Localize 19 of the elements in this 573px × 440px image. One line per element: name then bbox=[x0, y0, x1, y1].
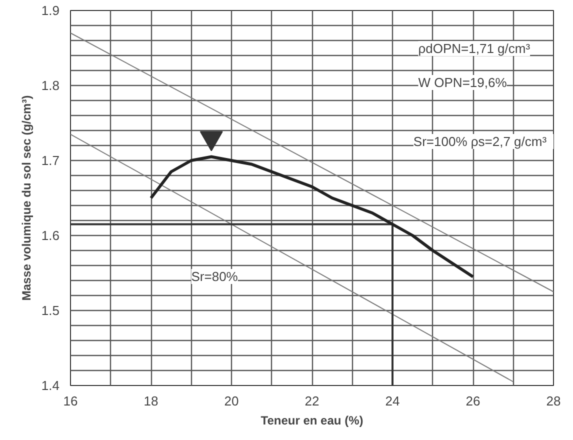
x-tick-label: 24 bbox=[385, 394, 400, 408]
annotation: Sr=100% ρs=2,7 g/cm³ bbox=[413, 134, 548, 149]
y-tick-label: 1.6 bbox=[41, 228, 60, 243]
x-tick-label: 28 bbox=[546, 394, 561, 408]
x-tick-label: 26 bbox=[466, 394, 480, 408]
annotation: W OPN=19,6% bbox=[418, 75, 508, 90]
y-tick-label: 1.4 bbox=[41, 378, 60, 393]
y-axis-title: Masse volumique du sol sec (g/cm³) bbox=[19, 95, 34, 301]
y-tick-label: 1.8 bbox=[41, 78, 60, 93]
x-axis-title: Teneur en eau (%) bbox=[260, 414, 364, 428]
x-tick-label: 22 bbox=[304, 394, 320, 408]
annotation: ρdOPN=1,71 g/cm³ bbox=[418, 41, 531, 56]
x-tick-label: 20 bbox=[224, 394, 239, 408]
y-tick-label: 1.9 bbox=[41, 3, 60, 18]
y-tick-label: 1.7 bbox=[41, 153, 60, 168]
annotation: Sr=80% bbox=[191, 269, 238, 284]
y-tick-label: 1.5 bbox=[41, 303, 60, 318]
x-tick-label: 16 bbox=[63, 394, 78, 408]
x-tick-label: 18 bbox=[144, 394, 158, 408]
